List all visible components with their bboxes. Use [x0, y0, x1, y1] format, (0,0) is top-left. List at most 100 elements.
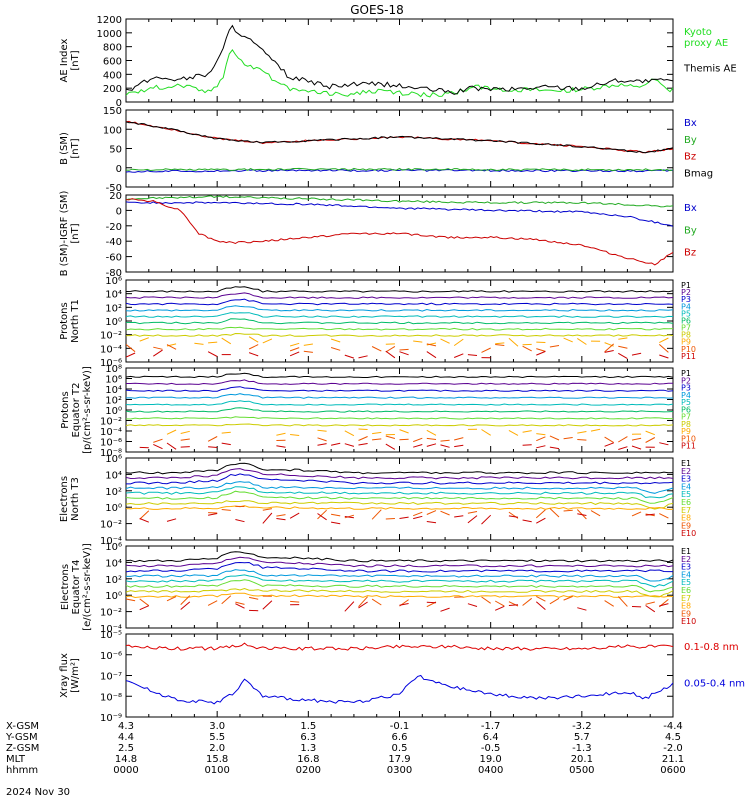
- y-tick-label: 10⁴: [105, 290, 122, 301]
- legend-label: Bz: [684, 152, 696, 163]
- channel-segment-p9: [522, 430, 532, 433]
- date-label: 2024 Nov 30: [6, 787, 70, 798]
- y-tick-label: 10⁻⁶: [100, 438, 122, 449]
- channel-segment-p10: [413, 437, 423, 443]
- channel-segment-e9: [426, 510, 437, 515]
- legend-label-e3: E3: [681, 563, 691, 572]
- series-area: [126, 551, 673, 613]
- y-axis-label: [nT]: [70, 138, 81, 158]
- y-tick-label: 10⁴: [105, 470, 122, 481]
- channel-segment-p11: [248, 352, 259, 357]
- channel-segment-p11: [549, 446, 560, 450]
- channel-segment-e10: [454, 515, 464, 518]
- panel-7: 10⁻⁴ 10⁻² 10⁰ 10² 10⁴ 10⁶ Electrons Equator T4[…: [60, 542, 696, 635]
- channel-segment-e9: [221, 595, 232, 605]
- channel-line-p3: [126, 298, 673, 306]
- xaxis-row-label: Y-GSM: [5, 732, 38, 743]
- legend-label-p10: P10: [681, 434, 696, 443]
- channel-segment-p11: [166, 442, 177, 450]
- channel-segment-p10: [604, 343, 615, 353]
- legend-label: Bx: [684, 118, 697, 129]
- channel-segment-p10: [303, 350, 313, 353]
- xaxis-row-value: 5.7: [574, 732, 590, 743]
- channel-segment-p11: [454, 444, 464, 448]
- channel-segment-p11: [399, 351, 409, 356]
- channel-segment-p10: [549, 435, 560, 441]
- channel-segment-e10: [645, 513, 655, 516]
- y-tick-label: -40: [106, 237, 122, 248]
- channel-segment-p9: [194, 342, 204, 345]
- series-line-0-1-0-8-nm: [126, 642, 673, 651]
- y-axis-label: [p/(cm²-s-sr-keV)]: [82, 366, 93, 454]
- channel-segment-e9: [440, 510, 450, 516]
- channel-segment-e10: [262, 600, 273, 610]
- legend-label-e3: E3: [681, 475, 691, 484]
- channel-segment-p9: [413, 340, 423, 343]
- channel-segment-p9: [262, 338, 273, 344]
- channel-segment-e9: [166, 596, 177, 602]
- legend-label-e5: E5: [681, 578, 691, 587]
- y-tick-label: 20: [109, 191, 122, 202]
- channel-segment-e9: [126, 598, 136, 602]
- channel-segment-p9: [481, 429, 491, 436]
- channel-line-p5: [126, 400, 673, 406]
- channel-segment-e9: [659, 513, 669, 519]
- xaxis-row-value: 4.3: [118, 721, 134, 732]
- channel-segment-e10: [276, 518, 286, 521]
- legend-label-e4: E4: [681, 482, 691, 491]
- channel-segment-p9: [166, 429, 177, 435]
- y-tick-label: 0: [116, 98, 122, 109]
- y-axis-label: Xray flux: [59, 653, 70, 698]
- legend-label-p8: P8: [681, 331, 691, 340]
- channel-segment-p10: [454, 437, 464, 441]
- channel-segment-e10: [577, 607, 587, 611]
- channel-segment-e9: [536, 595, 546, 602]
- channel-segment-e10: [399, 603, 409, 606]
- y-tick-label: 600: [103, 57, 122, 68]
- plot-title: GOES-18: [350, 3, 404, 17]
- channel-line-p2: [126, 292, 673, 299]
- channel-segment-e10: [467, 515, 478, 524]
- legend-label-e2: E2: [681, 555, 691, 564]
- channel-segment-p10: [604, 436, 614, 444]
- channel-segment-p10: [536, 348, 546, 352]
- channel-segment-p10: [371, 346, 382, 352]
- series-line-bz: [126, 198, 673, 266]
- legend-label: By: [684, 225, 697, 236]
- xaxis-row-value: 0100: [204, 765, 229, 776]
- channel-segment-p11: [289, 351, 300, 357]
- channel-segment-p11: [153, 443, 163, 450]
- channel-segment-p10: [618, 345, 628, 349]
- channel-line-e7: [126, 587, 673, 598]
- channel-segment-p11: [208, 446, 218, 448]
- y-tick-label: 10⁻⁵: [100, 630, 122, 641]
- channel-segment-e9: [494, 600, 505, 607]
- y-tick-label: 0: [116, 164, 122, 175]
- channel-segment-e10: [508, 515, 519, 518]
- channel-segment-p11: [659, 354, 669, 359]
- channel-line-p7: [126, 326, 673, 331]
- channel-segment-e9: [221, 509, 231, 511]
- xaxis-row-value: 0400: [478, 765, 503, 776]
- channel-segment-p11: [344, 443, 355, 447]
- xaxis-row-value: 3.0: [209, 721, 225, 732]
- channel-segment-e9: [290, 600, 300, 603]
- y-tick-label: 800: [103, 43, 122, 54]
- channel-segment-e10: [235, 603, 245, 609]
- y-tick-label: 10⁻⁴: [100, 427, 122, 438]
- channel-segment-p9: [577, 431, 587, 434]
- channel-segment-e10: [426, 521, 437, 524]
- channel-segment-e9: [590, 510, 601, 517]
- channel-segment-e9: [317, 509, 327, 520]
- xaxis-row-label: hhmm: [6, 765, 38, 776]
- channel-segment-e9: [481, 596, 491, 604]
- legend-label-p11: P11: [681, 442, 696, 451]
- channel-segment-e10: [331, 521, 341, 525]
- legend-label-p11: P11: [681, 352, 696, 361]
- channel-segment-p9: [453, 338, 464, 347]
- channel-segment-e9: [371, 598, 382, 606]
- xaxis-row-value: 0300: [387, 765, 412, 776]
- channel-segment-p9: [248, 336, 259, 343]
- channel-segment-e10: [645, 605, 656, 613]
- series-area: [126, 195, 673, 266]
